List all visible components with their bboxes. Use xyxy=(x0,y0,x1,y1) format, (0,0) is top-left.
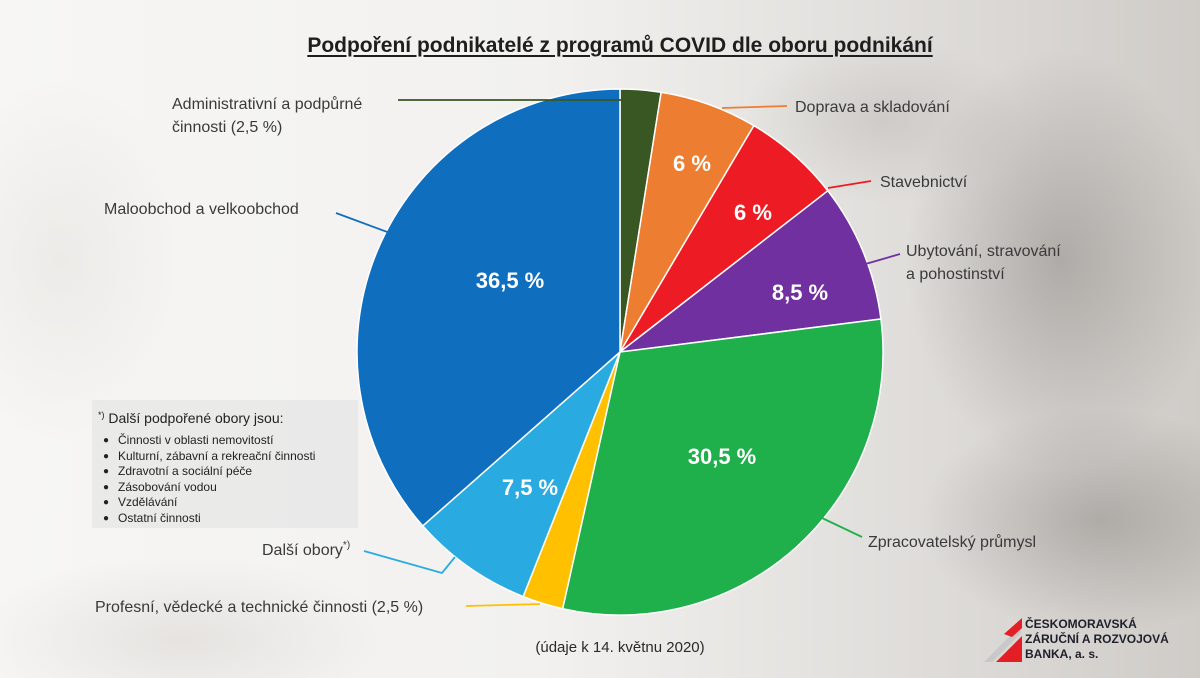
slice-category-labels: Administrativní a podpůrné činnosti (2,5 … xyxy=(95,95,1061,616)
leader-line-stavebnictvi xyxy=(827,180,872,189)
footnote-marker: *) xyxy=(98,410,105,420)
footnote-item: ● Zdravotní a sociální péče xyxy=(98,464,358,480)
pie-slices xyxy=(356,88,884,616)
leader-lines xyxy=(335,99,901,607)
logo-line: ZÁRUČNÍ A ROZVOJOVÁ xyxy=(1025,632,1169,646)
footnote-box: *) Další podpořené obory jsou: ● Činnosti… xyxy=(92,400,358,528)
footnote-item: ● Ostatní činnosti xyxy=(98,511,358,527)
slice-value-label-stavebnictvi: 6 % xyxy=(734,200,772,225)
pie-slice-zpracovatelsky xyxy=(561,318,884,616)
slice-value-labels: 6 % 6 % 8,5 % 30,5 % 7,5 % 36,5 % xyxy=(476,151,828,500)
footnote-item: ● Kulturní, zábavní a rekreační činnosti xyxy=(98,449,358,465)
slice-label-maloobchod: Maloobchod a velkoobchod xyxy=(104,201,299,218)
slice-value-label-zpracovatelsky: 30,5 % xyxy=(688,444,757,469)
footnote-item-text: Činnosti v oblasti nemovitostí xyxy=(118,433,274,447)
footnote-marker: *) xyxy=(343,540,350,551)
logo-line: ČESKOMORAVSKÁ xyxy=(1025,617,1137,631)
footnote-heading: *) Další podpořené obory jsou: xyxy=(98,406,358,427)
bullet-icon: ● xyxy=(103,512,110,524)
slice-label-dalsi-obory: Další obory*) xyxy=(262,540,350,559)
bank-logo-icon xyxy=(984,618,1022,662)
leader-line-dalsi-obory xyxy=(363,550,456,575)
slice-label-administrativni: činnosti (2,5 %) xyxy=(172,119,282,136)
footnote-item-text: Ostatní činnosti xyxy=(118,510,201,525)
bullet-icon: ● xyxy=(103,497,110,509)
slice-label-ubytovani: a pohostinství xyxy=(906,266,1005,283)
slice-label-text: Další obory xyxy=(262,542,343,559)
slice-label-administrativni: Administrativní a podpůrné xyxy=(172,95,362,113)
footnote-item-text: Zdravotní a sociální péče xyxy=(118,464,253,479)
leader-line-doprava xyxy=(721,105,788,109)
slice-value-label-maloobchod: 36,5 % xyxy=(476,268,545,293)
chart-title-text: Podpoření podnikatelé z programů COVID d… xyxy=(307,34,933,57)
bank-logo-text: ČESKOMORAVSKÁ ZÁRUČNÍ A ROZVOJOVÁ BANKA,… xyxy=(1025,617,1169,662)
footnote-item-text: Zásobování vodou xyxy=(118,479,217,494)
leader-line-profesni xyxy=(465,603,541,607)
slice-value-label-dalsi-obory: 7,5 % xyxy=(502,475,558,500)
footnote-heading-text: Další podpořené obory jsou: xyxy=(108,410,284,426)
slice-label-profesni: Profesní, vědecké a technické činnosti (… xyxy=(95,599,423,616)
slice-value-label-ubytovani: 8,5 % xyxy=(772,280,828,305)
leader-line-ubytovani xyxy=(861,253,901,266)
bullet-icon: ● xyxy=(103,435,110,446)
leader-line-zpracovatelsky xyxy=(821,517,863,538)
slice-label-ubytovani: Ubytování, stravování xyxy=(906,243,1061,260)
footnote-item-text: Kulturní, zábavní a rekreační činnosti xyxy=(118,448,316,463)
chart-title: Podpoření podnikatelé z programů COVID d… xyxy=(40,34,1200,58)
bullet-icon: ● xyxy=(103,450,110,462)
pie-slice-dalsi-obory xyxy=(421,351,621,598)
footnote-item: ● Zásobování vodou xyxy=(98,480,358,496)
footnote-item: ● Vzdělávání xyxy=(98,495,358,511)
footnote-list: ● Činnosti v oblasti nemovitostí ● Kulturn… xyxy=(98,433,358,527)
bullet-icon: ● xyxy=(103,481,110,493)
source-note: (údaje k 14. květnu 2020) xyxy=(535,639,705,656)
slice-value-label-doprava: 6 % xyxy=(673,151,711,176)
bullet-icon: ● xyxy=(103,466,110,478)
footnote-item: ● Činnosti v oblasti nemovitostí xyxy=(98,433,358,449)
slice-label-stavebnictvi: Stavebnictví xyxy=(880,174,968,191)
slice-label-zpracovatelsky: Zpracovatelský průmysl xyxy=(868,533,1036,551)
logo-line: BANKA, a. s. xyxy=(1025,647,1099,661)
pie-slice-ubytovani xyxy=(619,190,882,353)
leader-line-maloobchod xyxy=(335,212,391,234)
pie-slice-maloobchod xyxy=(356,88,621,527)
slice-label-doprava: Doprava a skladování xyxy=(795,99,950,116)
footnote-item-text: Vzdělávání xyxy=(118,495,178,510)
